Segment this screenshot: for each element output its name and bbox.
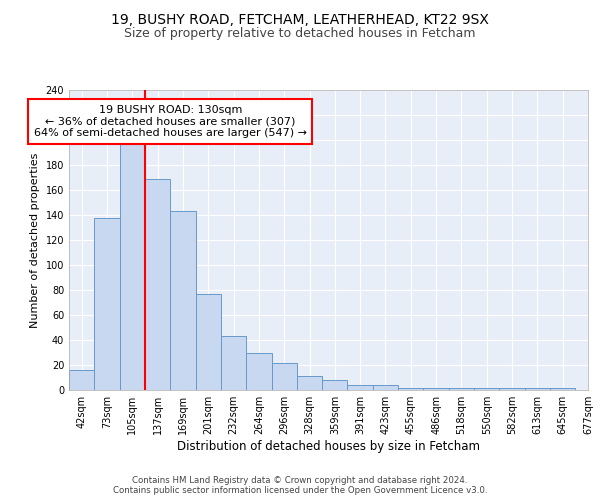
Bar — [170, 211, 196, 390]
Bar — [322, 380, 347, 390]
Bar — [145, 179, 170, 390]
Bar — [499, 388, 525, 390]
Text: Contains HM Land Registry data © Crown copyright and database right 2024.
Contai: Contains HM Land Registry data © Crown c… — [113, 476, 487, 495]
Bar — [347, 385, 373, 390]
Text: 19 BUSHY ROAD: 130sqm
← 36% of detached houses are smaller (307)
64% of semi-det: 19 BUSHY ROAD: 130sqm ← 36% of detached … — [34, 105, 307, 138]
Bar — [398, 388, 424, 390]
Bar — [221, 336, 246, 390]
Bar — [196, 294, 221, 390]
Bar — [550, 388, 575, 390]
Text: 19, BUSHY ROAD, FETCHAM, LEATHERHEAD, KT22 9SX: 19, BUSHY ROAD, FETCHAM, LEATHERHEAD, KT… — [111, 12, 489, 26]
Text: Size of property relative to detached houses in Fetcham: Size of property relative to detached ho… — [124, 28, 476, 40]
X-axis label: Distribution of detached houses by size in Fetcham: Distribution of detached houses by size … — [177, 440, 480, 453]
Bar — [272, 362, 297, 390]
Bar — [449, 388, 474, 390]
Bar — [525, 388, 550, 390]
Bar — [94, 218, 119, 390]
Y-axis label: Number of detached properties: Number of detached properties — [30, 152, 40, 328]
Bar — [424, 388, 449, 390]
Bar — [474, 388, 499, 390]
Bar — [119, 140, 145, 390]
Bar — [246, 352, 272, 390]
Bar — [69, 370, 94, 390]
Bar — [297, 376, 322, 390]
Bar — [373, 385, 398, 390]
